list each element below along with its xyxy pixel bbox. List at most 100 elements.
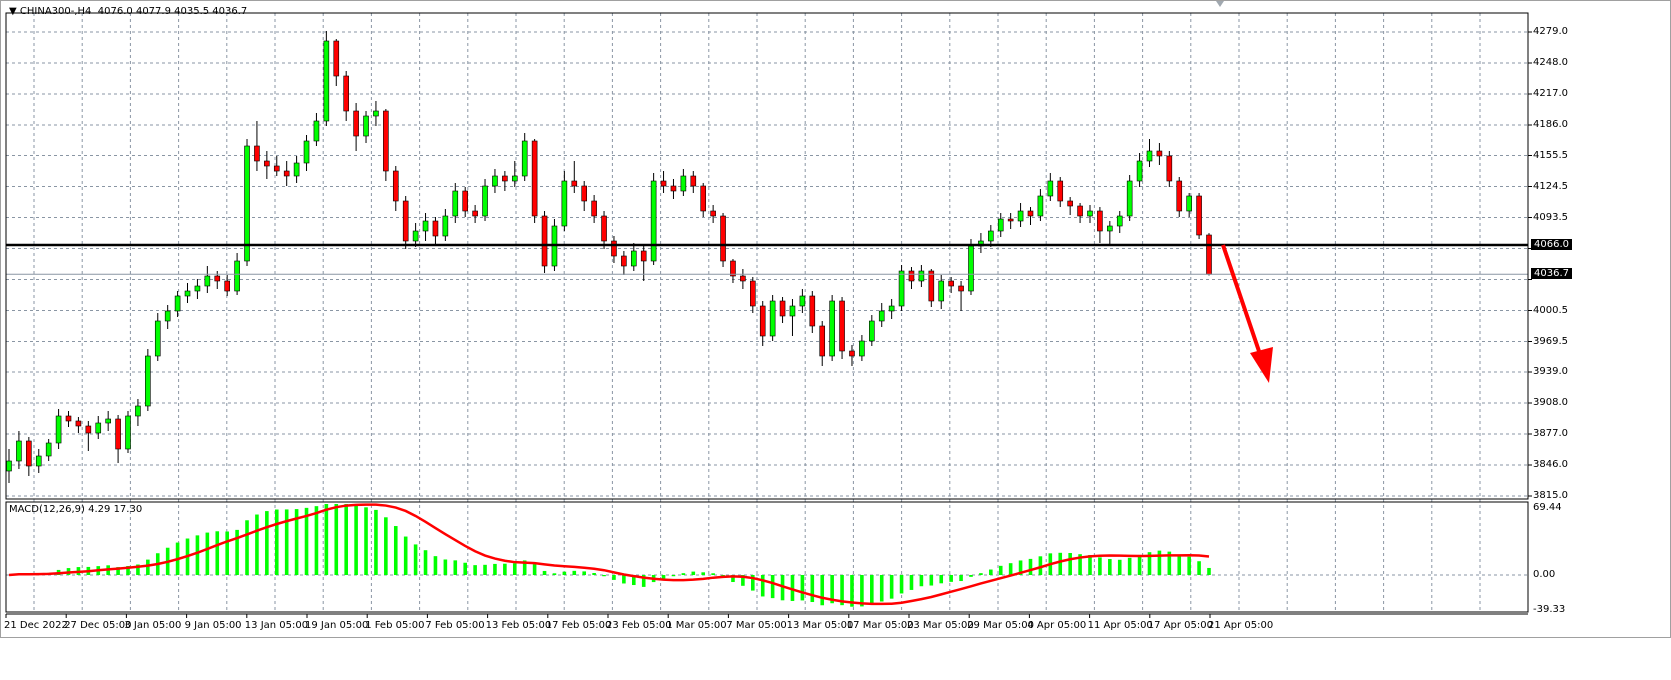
macd-histogram-bar: [1157, 550, 1162, 575]
candle: [1017, 203, 1024, 227]
candle: [254, 121, 260, 171]
candle-body: [204, 275, 211, 287]
candle-body: [333, 40, 340, 77]
candle: [789, 299, 796, 336]
chart-window: ▼ CHINA300-,H4 4076.0 4077.9 4035.5 4036…: [0, 0, 1671, 638]
macd-histogram-bar: [364, 507, 368, 575]
candle: [670, 179, 677, 199]
macd-histogram-bar: [671, 575, 676, 577]
price-axis-label: 3877.0: [1533, 428, 1568, 439]
candle-body: [1186, 195, 1192, 212]
macd-histogram-bar: [433, 556, 438, 575]
candle-body: [710, 210, 716, 217]
candle: [135, 399, 141, 426]
macd-histogram-bar: [879, 575, 884, 602]
candle-body: [363, 115, 369, 137]
macd-panel-border: [5, 501, 1529, 613]
candle: [55, 409, 62, 449]
candle: [472, 205, 478, 223]
macd-histogram-bar: [1008, 563, 1013, 575]
candle-body: [45, 442, 52, 457]
macd-histogram-bar: [939, 575, 944, 584]
macd-histogram-bar: [284, 509, 289, 575]
macd-histogram-bar: [1088, 554, 1092, 575]
macd-histogram-bar: [304, 507, 309, 575]
candle: [541, 211, 548, 273]
candle: [621, 251, 627, 275]
candle-body: [591, 200, 597, 217]
macd-axis-max: 69.44: [1533, 502, 1562, 513]
candle-body: [898, 270, 905, 307]
candle-body: [303, 140, 310, 164]
level-price-tag: 4066.0: [1531, 239, 1572, 250]
down-arrow-annotation[interactable]: [1221, 244, 1273, 383]
macd-histogram-bar: [631, 575, 636, 586]
candle-body: [462, 190, 468, 212]
candle: [720, 213, 726, 267]
macd-histogram-bar: [532, 564, 537, 575]
candle: [452, 183, 459, 223]
price-axis-label: 3846.0: [1533, 459, 1568, 470]
candle: [859, 335, 865, 361]
last-price-tag: 4036.7: [1531, 268, 1572, 280]
macd-histogram-bar: [1058, 552, 1063, 575]
macd-histogram-bar: [969, 575, 973, 577]
time-axis-label: 7 Mar 05:00: [726, 620, 787, 631]
candle: [819, 321, 826, 366]
candle-body: [264, 160, 270, 167]
candle-body: [938, 280, 945, 302]
macd-histogram-bar: [225, 531, 229, 575]
candle-body: [789, 305, 796, 317]
macd-histogram-bar: [1147, 552, 1152, 575]
triangle-down-icon[interactable]: ▼: [9, 6, 17, 17]
candle: [75, 417, 82, 433]
candle: [769, 295, 776, 341]
macd-histogram-bar: [1187, 556, 1191, 575]
macd-histogram-bar: [265, 511, 269, 575]
candle: [1166, 151, 1173, 187]
candle: [145, 349, 151, 411]
candle: [244, 139, 250, 266]
candle: [1126, 175, 1133, 221]
time-axis-label: 4 Apr 05:00: [1027, 620, 1087, 631]
macd-histogram-bar: [334, 504, 339, 575]
candle: [740, 269, 746, 289]
macd-histogram-bar: [820, 575, 825, 606]
candle: [898, 265, 905, 311]
time-axis-label: 1 Mar 05:00: [666, 620, 727, 631]
candle-body: [1017, 210, 1024, 222]
candle: [363, 111, 369, 143]
time-axis-label: 29 Mar 05:00: [967, 620, 1034, 631]
candle-body: [383, 110, 389, 172]
candle: [35, 449, 42, 473]
candle-body: [402, 200, 409, 242]
price-axis-label: 4248.0: [1533, 57, 1568, 68]
candle: [214, 271, 221, 289]
macd-histogram-bar: [453, 560, 458, 575]
time-axis-label: 17 Mar 05:00: [846, 620, 914, 631]
candle: [878, 303, 885, 327]
macd-histogram-bar: [602, 575, 606, 577]
price-axis-label: 4000.5: [1533, 304, 1568, 316]
candle: [1067, 197, 1073, 215]
candle: [323, 31, 330, 126]
macd-histogram-bar: [1098, 557, 1102, 575]
macd-histogram-bar: [493, 563, 497, 575]
macd-histogram-bar: [790, 575, 795, 601]
candle-body: [145, 355, 151, 407]
time-axis-label: 19 Jan 05:00: [305, 620, 369, 631]
macd-histogram-bar: [1068, 553, 1072, 575]
macd-histogram-bar: [314, 506, 319, 575]
macd-histogram-bar: [552, 573, 557, 575]
chart-shift-marker-icon[interactable]: [1216, 1, 1224, 7]
candle: [462, 187, 468, 217]
macd-histogram-bar: [116, 567, 120, 575]
candle-body: [928, 270, 935, 302]
candle-body: [502, 175, 508, 182]
candle: [1196, 193, 1202, 239]
candle: [809, 291, 816, 333]
candle: [1077, 203, 1083, 223]
candle-body: [859, 340, 865, 357]
candle-body: [343, 75, 349, 112]
price-chart[interactable]: [1, 1, 1670, 637]
